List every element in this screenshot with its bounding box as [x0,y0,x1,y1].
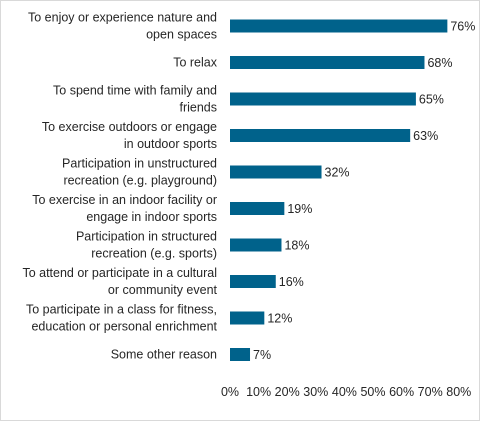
x-tick-label: 60% [389,385,414,399]
category-label: recreation (e.g. playground) [63,174,217,188]
bar [230,165,322,179]
x-tick-label: 40% [332,385,357,399]
category-label: or community event [108,283,218,297]
x-tick-label: 10% [246,385,271,399]
category-label: To spend time with family and [53,84,217,98]
category-label: friends [179,101,217,115]
data-label: 68% [427,56,452,70]
data-label: 63% [413,129,438,143]
category-label: recreation (e.g. sports) [91,247,217,261]
category-label: To attend or participate in a cultural [22,266,217,280]
data-label: 12% [267,312,292,326]
category-label: Participation in structured [76,230,217,244]
data-label: 76% [450,20,475,34]
data-label: 16% [279,275,304,289]
x-tick-label: 80% [446,385,471,399]
category-label: in outdoor sports [124,137,217,151]
data-label: 18% [284,239,309,253]
data-label: 32% [325,166,350,180]
bar [230,238,282,252]
data-label: 7% [253,348,271,362]
category-label: engage in indoor sports [86,210,217,224]
bar [230,348,251,361]
bar [230,19,448,33]
bar [230,202,285,215]
data-label: 65% [419,93,444,107]
x-tick-label: 20% [275,385,300,399]
category-label: To participate in a class for fitness, [26,303,217,317]
category-label: Some other reason [111,348,217,362]
category-label: education or personal enrichment [31,320,217,334]
bar [230,92,416,106]
x-tick-label: 70% [418,385,443,399]
x-tick-label: 30% [303,385,328,399]
data-label: 19% [287,202,312,216]
category-label: To exercise outdoors or engage [42,120,217,134]
bar [230,275,276,288]
category-label: To exercise in an indoor facility or [32,193,217,207]
x-tick-label: 50% [360,385,385,399]
bar [230,311,265,325]
bar [230,56,425,69]
bar [230,129,411,142]
category-label: open spaces [146,28,217,42]
category-label: To enjoy or experience nature and [28,11,217,25]
x-tick-label: 0% [221,385,239,399]
category-label: Participation in unstructured [62,157,217,171]
category-label: To relax [173,56,218,70]
